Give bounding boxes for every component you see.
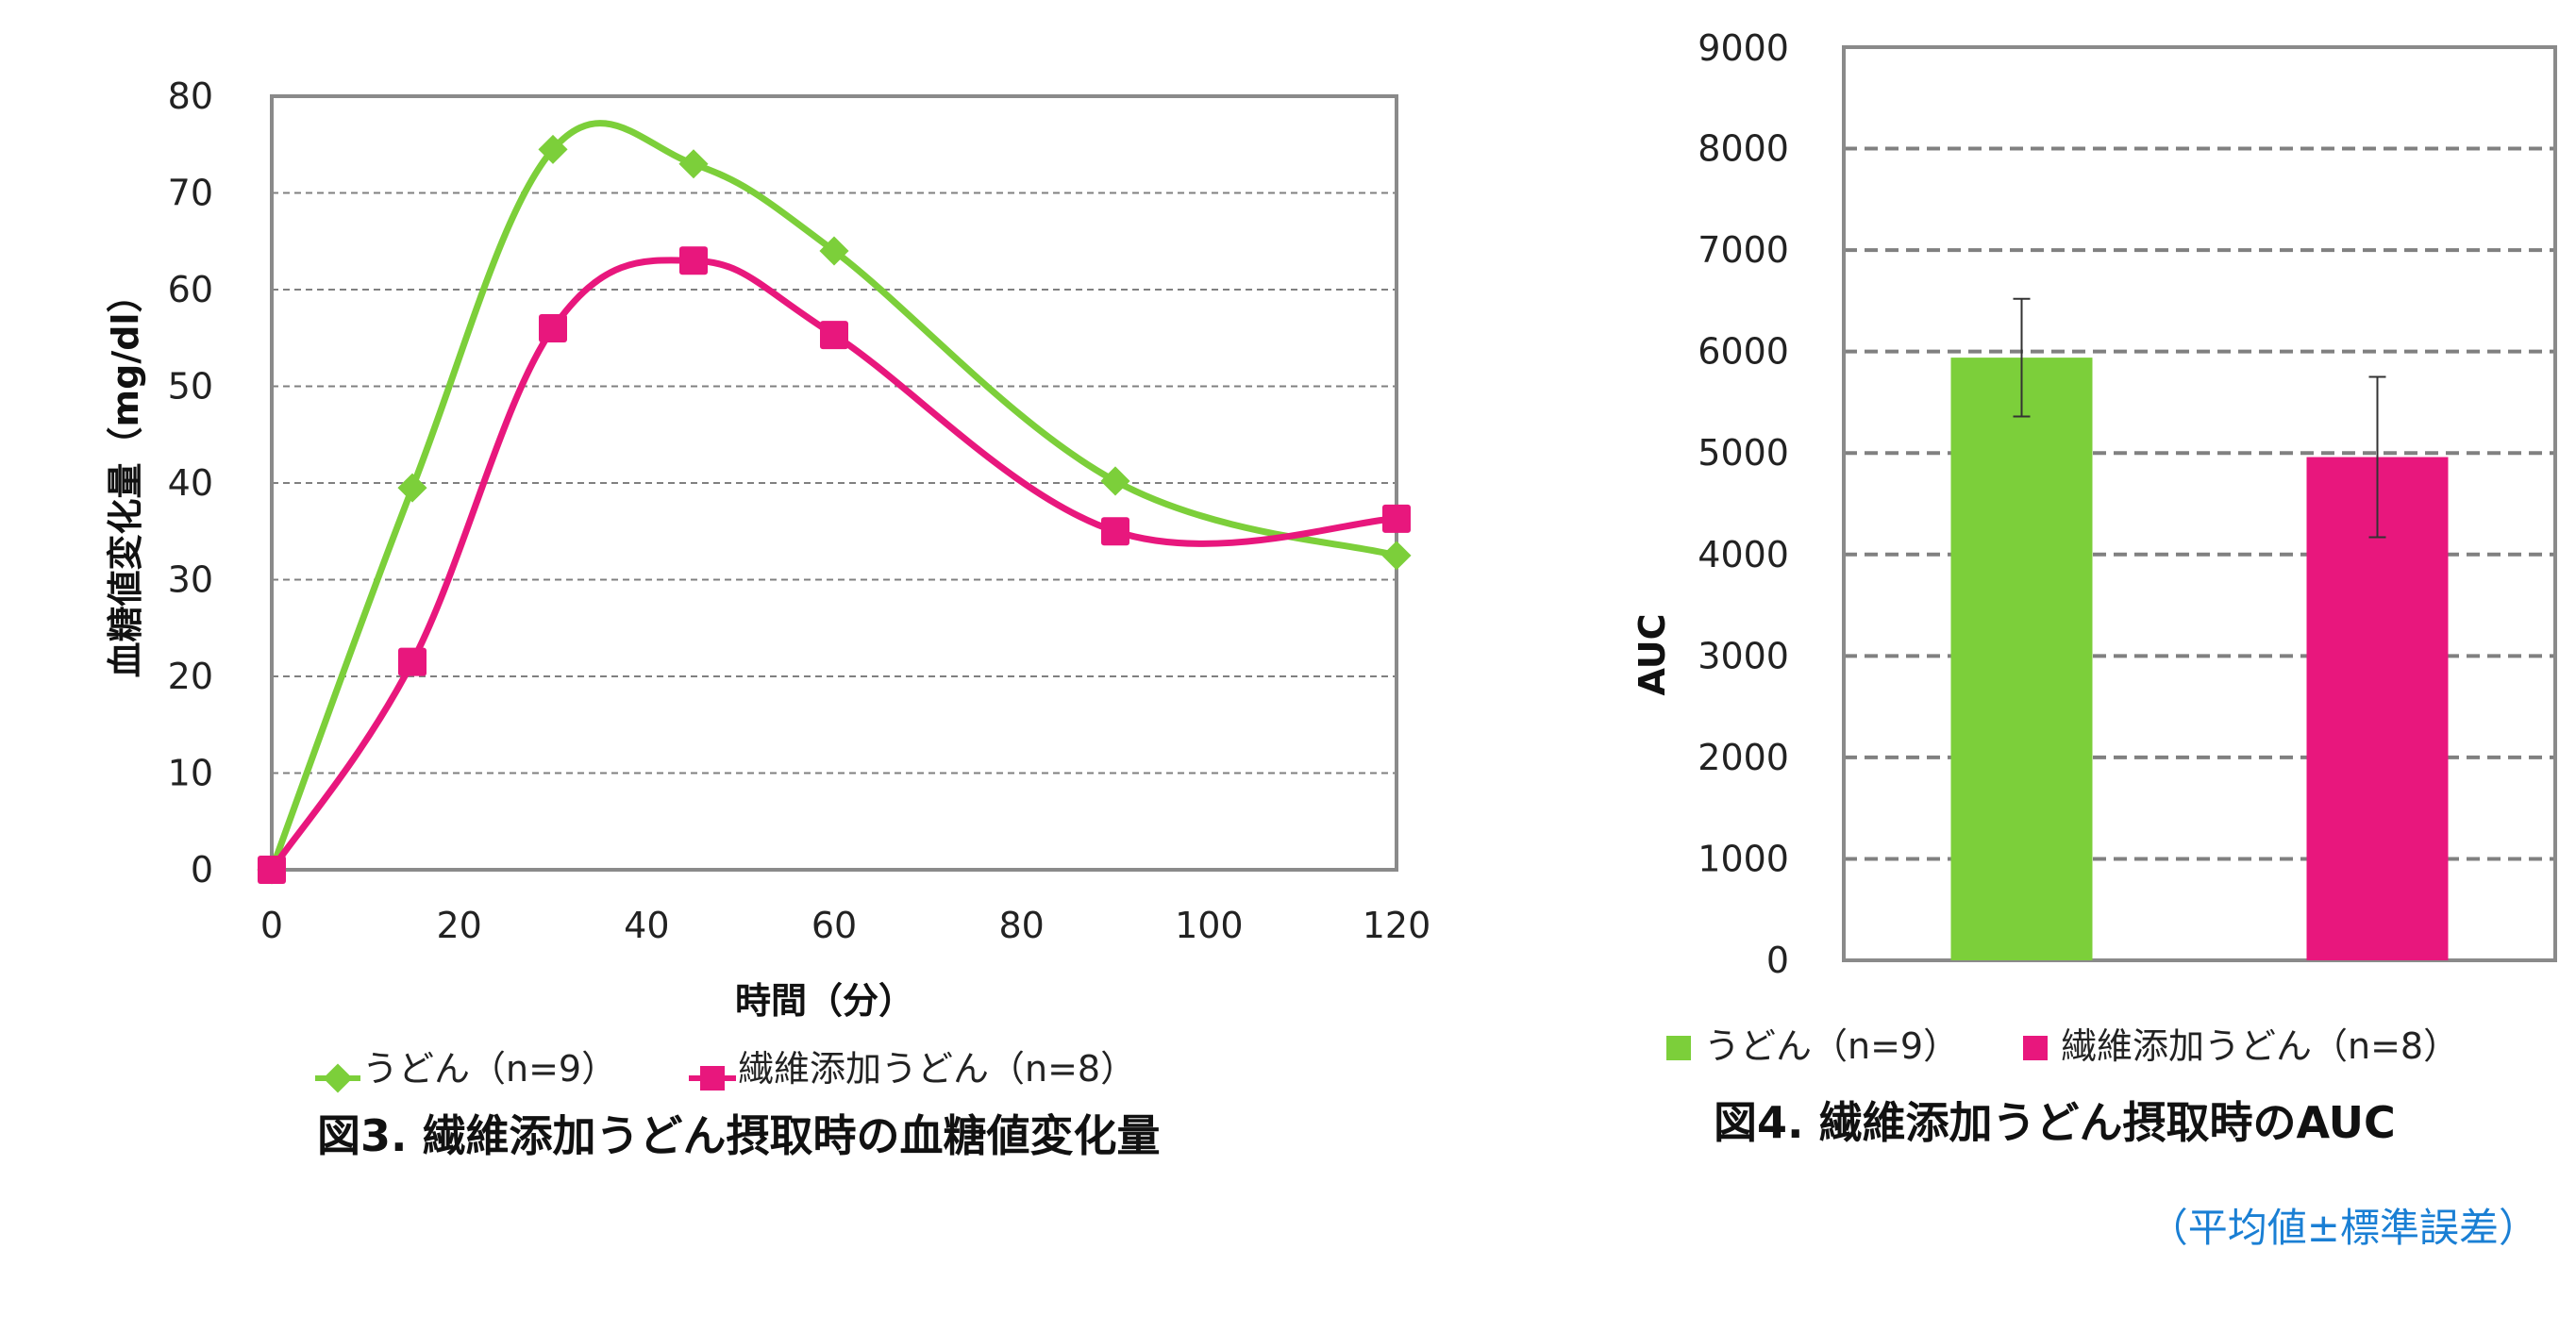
c1-point-fiber [398,647,427,676]
c1-y-tick-label: 40 [168,462,213,504]
c1-legend-marker-udon [323,1063,353,1093]
c2-y-tick-label: 7000 [1698,229,1789,271]
c1-caption: 図3. 繊維添加うどん摂取時の血糖値変化量 [317,1110,1161,1161]
c2-y-tick-label: 0 [1766,940,1789,981]
c2-y-tick-label: 2000 [1698,737,1789,778]
c1-x-tick-labels: 0 20 40 60 80 100 120 [260,905,1430,946]
c2-legend-swatch-fiber [2023,1036,2048,1060]
c1-y-tick-label: 10 [168,753,213,794]
c1-y-tick-label: 80 [168,75,213,117]
c1-legend-label-udon: うどん（n=9） [362,1048,617,1090]
c1-y-tick-labels: 0 10 20 30 40 50 60 70 80 [168,75,213,891]
c1-legend: うどん（n=9） 繊維添加うどん（n=8） [315,1048,1136,1093]
c2-bar-udon [1950,358,2093,960]
c1-gridlines [272,191,1397,774]
c2-y-tick-labels: 0 1000 2000 3000 4000 5000 6000 7000 8000 9000 [1698,27,1789,981]
c1-legend-marker-fiber [700,1066,725,1091]
c2-y-tick-label: 4000 [1698,534,1789,575]
c2-plot-frame [1842,45,2557,962]
c1-x-tick-label: 60 [811,905,857,946]
c2-caption: 図4. 繊維添加うどん摂取時のAUC [1714,1097,2396,1148]
c1-point-fiber [1101,517,1129,546]
c2-error-bar-udon [2013,297,2031,418]
auc-bar-chart: 0 1000 2000 3000 4000 5000 6000 7000 8000 9000 AU… [1631,27,2557,1251]
c1-point-fiber [539,314,567,342]
c1-series-markers [257,134,1412,885]
c2-legend: うどん（n=9） 繊維添加うどん（n=8） [1666,1025,2459,1067]
c2-y-tick-label: 6000 [1698,331,1789,373]
c1-plot-frame [270,94,1398,872]
c1-x-axis-title: 時間（分） [735,980,914,1022]
c1-series-lines [268,120,1397,872]
c1-y-tick-label: 70 [168,173,213,214]
c2-legend-swatch-udon [1666,1036,1691,1060]
c1-point-udon [678,149,709,179]
c1-x-tick-label: 100 [1175,905,1244,946]
c1-y-tick-label: 60 [168,269,213,310]
c1-point-fiber [679,246,708,275]
c1-y-tick-label: 50 [168,366,213,408]
c1-legend-label-fiber: 繊維添加うどん（n=8） [738,1048,1136,1090]
c1-x-tick-label: 120 [1363,905,1431,946]
c1-y-tick-label: 20 [168,656,213,697]
c1-point-udon [1381,541,1412,571]
c1-x-tick-label: 0 [260,905,283,946]
c1-y-axis-title: 血糖値変化量（mg/dl） [105,277,146,678]
c2-y-tick-label: 1000 [1698,838,1789,879]
c2-y-tick-label: 8000 [1698,128,1789,170]
c1-y-tick-label: 30 [168,559,213,601]
c2-gridlines [1844,146,2555,861]
c1-y-tick-label: 0 [191,849,213,891]
c2-y-tick-label: 5000 [1698,432,1789,474]
c2-bars [1950,358,2449,961]
c1-point-udon [397,473,427,503]
c2-legend-label-udon: うどん（n=9） [1704,1025,1959,1067]
c1-x-tick-label: 20 [436,905,481,946]
c1-x-tick-label: 40 [624,905,669,946]
c1-series-line-udon [268,120,1397,872]
c2-legend-label-fiber: 繊維添加うどん（n=8） [2061,1025,2459,1067]
c2-error-note: （平均値±標準誤差） [2149,1205,2538,1251]
c2-y-axis-title: AUC [1631,614,1673,696]
c2-y-tick-label: 3000 [1698,635,1789,676]
c2-error-bar-fiber [2368,375,2386,539]
c1-x-tick-label: 80 [998,905,1044,946]
c2-bar-fiber [2306,457,2449,961]
c1-series-line-fiber [269,257,1397,872]
c2-error-bars [2013,297,2386,539]
c1-point-udon [1100,466,1130,496]
c2-y-tick-label: 9000 [1698,27,1789,69]
c1-point-fiber [258,856,286,884]
c1-point-fiber [820,321,848,350]
c1-point-fiber [1382,504,1411,533]
